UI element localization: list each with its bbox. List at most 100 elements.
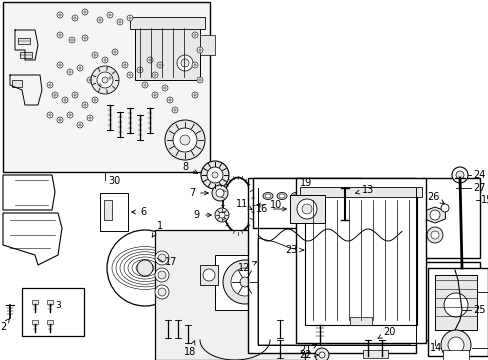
Circle shape bbox=[137, 260, 153, 276]
Circle shape bbox=[455, 171, 463, 179]
Circle shape bbox=[297, 198, 302, 202]
Circle shape bbox=[57, 12, 63, 18]
Circle shape bbox=[82, 102, 88, 108]
Circle shape bbox=[323, 198, 326, 202]
Ellipse shape bbox=[279, 194, 285, 198]
Circle shape bbox=[127, 72, 133, 78]
Circle shape bbox=[181, 59, 189, 67]
Circle shape bbox=[197, 47, 203, 53]
Circle shape bbox=[426, 227, 442, 243]
Circle shape bbox=[203, 269, 215, 281]
Circle shape bbox=[72, 92, 78, 98]
Circle shape bbox=[230, 268, 259, 296]
Bar bbox=[12, 80, 22, 87]
Circle shape bbox=[369, 195, 379, 205]
Circle shape bbox=[269, 195, 280, 205]
Text: 20: 20 bbox=[377, 327, 395, 338]
Circle shape bbox=[345, 195, 354, 205]
Circle shape bbox=[152, 92, 158, 98]
Circle shape bbox=[372, 198, 376, 202]
Circle shape bbox=[107, 230, 183, 306]
Circle shape bbox=[158, 271, 165, 279]
Circle shape bbox=[152, 72, 158, 78]
Circle shape bbox=[155, 251, 169, 265]
Polygon shape bbox=[258, 188, 399, 222]
Text: 25: 25 bbox=[472, 305, 485, 315]
Bar bbox=[421, 178, 479, 258]
Circle shape bbox=[57, 62, 63, 68]
Circle shape bbox=[212, 172, 218, 178]
Ellipse shape bbox=[276, 193, 286, 199]
Circle shape bbox=[347, 198, 351, 202]
Circle shape bbox=[451, 167, 467, 183]
Circle shape bbox=[82, 35, 88, 41]
Circle shape bbox=[97, 72, 113, 88]
Ellipse shape bbox=[320, 194, 326, 198]
Text: 12: 12 bbox=[237, 262, 256, 273]
Ellipse shape bbox=[264, 194, 270, 198]
Circle shape bbox=[102, 77, 108, 83]
Polygon shape bbox=[424, 207, 445, 223]
Bar bbox=[299, 187, 421, 197]
Ellipse shape bbox=[292, 194, 298, 198]
Bar bbox=[295, 178, 425, 343]
Ellipse shape bbox=[223, 177, 252, 233]
Circle shape bbox=[47, 112, 53, 118]
Circle shape bbox=[92, 97, 98, 103]
Circle shape bbox=[67, 112, 73, 118]
Bar bbox=[135, 25, 200, 80]
Circle shape bbox=[192, 32, 198, 38]
Circle shape bbox=[102, 57, 108, 63]
Circle shape bbox=[272, 198, 276, 202]
Text: 15: 15 bbox=[480, 195, 488, 205]
Polygon shape bbox=[3, 213, 62, 265]
Circle shape bbox=[440, 330, 470, 360]
Circle shape bbox=[302, 204, 311, 214]
Circle shape bbox=[87, 115, 93, 121]
Text: 11: 11 bbox=[235, 199, 252, 210]
Circle shape bbox=[97, 82, 103, 88]
Bar bbox=[47, 320, 53, 324]
Circle shape bbox=[147, 57, 153, 63]
Polygon shape bbox=[3, 175, 55, 210]
Text: 22: 22 bbox=[299, 350, 318, 360]
Bar bbox=[200, 265, 218, 285]
Circle shape bbox=[77, 122, 83, 128]
Circle shape bbox=[69, 37, 75, 43]
Circle shape bbox=[92, 52, 98, 58]
Circle shape bbox=[57, 117, 63, 123]
Circle shape bbox=[319, 195, 329, 205]
Circle shape bbox=[62, 97, 68, 103]
Bar bbox=[349, 317, 371, 325]
Text: 18: 18 bbox=[183, 341, 196, 357]
Circle shape bbox=[294, 195, 305, 205]
Circle shape bbox=[192, 92, 198, 98]
Bar bbox=[47, 300, 53, 304]
Circle shape bbox=[82, 9, 88, 15]
Circle shape bbox=[440, 204, 448, 212]
Ellipse shape bbox=[306, 194, 312, 198]
Circle shape bbox=[240, 277, 249, 287]
Text: 23: 23 bbox=[285, 245, 303, 255]
Circle shape bbox=[72, 15, 78, 21]
Text: 6: 6 bbox=[131, 207, 146, 217]
Circle shape bbox=[296, 199, 316, 219]
Text: 24: 24 bbox=[472, 170, 485, 180]
Text: 7: 7 bbox=[188, 188, 208, 198]
Bar bbox=[130, 17, 204, 29]
Circle shape bbox=[155, 285, 169, 299]
Text: 21: 21 bbox=[299, 344, 317, 355]
Circle shape bbox=[112, 49, 118, 55]
Circle shape bbox=[158, 288, 165, 296]
Circle shape bbox=[67, 69, 73, 75]
Text: 3: 3 bbox=[50, 301, 61, 310]
Circle shape bbox=[219, 212, 224, 218]
Circle shape bbox=[206, 167, 223, 183]
Text: 16: 16 bbox=[255, 204, 285, 214]
Circle shape bbox=[107, 75, 113, 81]
Circle shape bbox=[137, 67, 142, 73]
Circle shape bbox=[77, 65, 83, 71]
Circle shape bbox=[47, 82, 53, 88]
Circle shape bbox=[87, 77, 93, 83]
Bar bbox=[200, 35, 215, 55]
